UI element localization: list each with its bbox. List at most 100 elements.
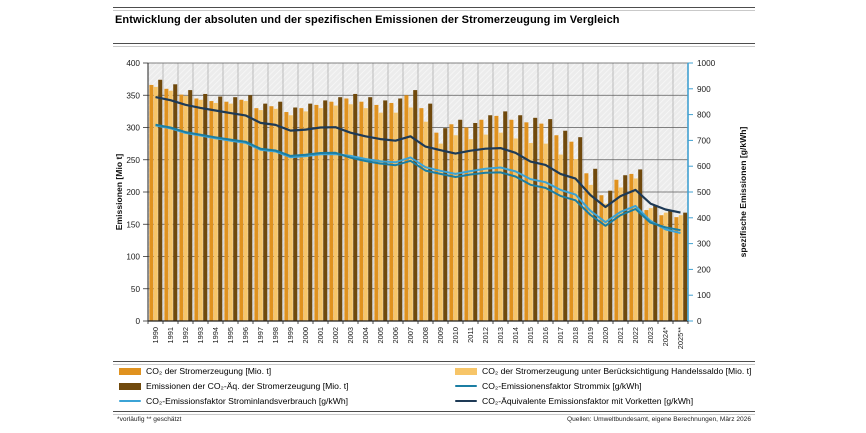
bar-2-year-1998	[278, 101, 283, 321]
bar-1-year-2025**	[678, 215, 683, 321]
bar-1-year-2023	[648, 208, 653, 321]
bar-2-year-2003	[353, 93, 358, 322]
line-swatch-icon	[455, 399, 477, 403]
x-axis-year-label: 2004	[361, 327, 370, 343]
bar-2-year-1999	[293, 107, 298, 321]
bar-2-year-2021	[623, 175, 628, 321]
bar-1-year-2010	[453, 135, 458, 321]
bar-0-year-2002	[329, 101, 334, 321]
right-axis-tick-label: 300	[697, 240, 711, 249]
legend-item-line-1: CO₂-Emissionsfaktor Strominlandsverbrauc…	[119, 396, 348, 406]
bar-2-year-2023	[653, 205, 658, 321]
bar-0-year-2025**	[674, 217, 679, 321]
bar-2-year-2010	[458, 119, 463, 321]
x-axis-year-label: 2009	[436, 327, 445, 343]
bar-2-year-2024*	[668, 210, 673, 321]
bar-2-year-1993	[203, 93, 208, 322]
line-series-0	[155, 123, 681, 232]
x-axis-year-label: 2011	[466, 327, 475, 343]
right-axis-tick-label: 500	[697, 188, 711, 197]
bar-2-year-2004	[368, 97, 373, 321]
x-axis-year-label: 2018	[571, 327, 580, 343]
right-axis-tick-label: 100	[697, 291, 711, 300]
right-axis-tick-label: 200	[697, 265, 711, 274]
x-axis-year-label: 2021	[616, 327, 625, 343]
bar-0-year-2001	[314, 104, 319, 321]
left-axis-tick-label: 400	[126, 59, 140, 68]
bar-0-year-2003	[344, 98, 349, 321]
x-axis-year-label: 2000	[301, 327, 310, 343]
x-axis-year-label: 2022	[631, 327, 640, 343]
bar-2-year-2012	[488, 115, 493, 322]
title-rule	[113, 43, 755, 47]
bar-0-year-1994	[209, 101, 214, 322]
bar-0-year-1991	[164, 88, 169, 321]
x-axis-year-label: 2025**	[676, 327, 685, 349]
bar-0-year-2015	[524, 122, 529, 321]
bar-2-year-2019	[593, 168, 598, 321]
emissions-combo-chart: 0 50 100 150 200 250 300 350 400 0 100 200 300 400 500…	[114, 59, 748, 349]
x-axis-year-label: 1997	[256, 327, 265, 343]
left-axis-tick-label: 50	[131, 285, 141, 294]
x-axis-year-label: 1993	[196, 327, 205, 343]
right-axis-tick-label: 400	[697, 214, 711, 223]
x-axis-year-label: 1995	[226, 327, 235, 343]
right-axis-tick-label: 1000	[697, 59, 716, 68]
legend-item-line-2: CO₂-Äquivalente Emissionsfaktor mit Vork…	[455, 396, 693, 406]
bar-1-year-2015	[528, 142, 533, 321]
bar-swatch-icon	[119, 382, 141, 390]
bar-0-year-1995	[224, 101, 229, 321]
legend-label: Emissionen der CO₂-Äq. der Stromerzeugun…	[146, 381, 349, 391]
bar-0-year-1993	[194, 98, 199, 321]
x-axis-year-label: 2020	[601, 327, 610, 343]
bar-0-year-2011	[464, 127, 469, 321]
chart-card: Entwicklung der absoluten und der spezif…	[113, 0, 755, 433]
bar-1-year-1997	[258, 110, 263, 322]
line-swatch-icon	[119, 399, 141, 403]
legend-label: CO₂-Emissionsfaktor Strominlandsverbrauc…	[146, 396, 349, 406]
bar-2-year-2013	[503, 111, 508, 321]
x-axis-year-label: 2014	[511, 327, 520, 343]
bar-2-year-1990	[158, 79, 163, 321]
bar-1-year-2001	[318, 108, 323, 322]
legend-label: CO₂-Emissionensfaktor Strommix [g/kWh]	[482, 381, 642, 391]
left-axis-title: Emissionen [Mio t]	[114, 154, 124, 231]
x-axis-year-label: 2019	[586, 327, 595, 343]
bar-1-year-1992	[183, 95, 188, 321]
bar-1-year-2012	[483, 134, 488, 321]
left-axis-tick-label: 300	[126, 124, 140, 133]
bar-2-year-2008	[428, 103, 433, 321]
legend-separator	[113, 361, 755, 365]
bar-1-year-2004	[363, 108, 368, 322]
x-axis-year-label: 2008	[421, 327, 430, 343]
x-axis-year-label: 2007	[406, 327, 415, 343]
footnote-source: Quellen: Umweltbundesamt, eigene Berechn…	[566, 416, 751, 423]
bar-1-year-2022	[633, 178, 638, 321]
x-axis-year-label: 2016	[541, 327, 550, 343]
legend-label: CO₂ der Stromerzeugung unter Berücksicht…	[482, 366, 752, 376]
bar-0-year-2005	[374, 104, 379, 321]
line-series-2	[155, 96, 681, 214]
bar-1-year-2006	[393, 112, 398, 321]
legend-label: CO₂ der Stromerzeugung [Mio. t]	[146, 366, 272, 376]
right-axis-tick-label: 700	[697, 136, 711, 145]
bar-1-year-2019	[588, 184, 593, 321]
bar-2-year-1995	[233, 97, 238, 321]
bar-0-year-2023	[644, 210, 649, 321]
bar-0-year-1996	[239, 99, 244, 321]
bar-2-year-2002	[338, 97, 343, 321]
x-axis-year-label: 2006	[391, 327, 400, 343]
bar-2-year-2015	[533, 117, 538, 321]
bar-1-year-1996	[243, 101, 248, 322]
bar-2-year-2014	[518, 115, 523, 322]
bar-0-year-2019	[584, 173, 589, 321]
bar-2-year-2001	[323, 100, 328, 321]
left-axis-tick-label: 150	[126, 220, 140, 229]
left-axis-tick-label: 350	[126, 91, 140, 100]
bar-0-year-2000	[299, 108, 304, 322]
line-series-1	[155, 124, 681, 234]
bar-1-year-2016	[543, 143, 548, 321]
footnote-row: *vorläufig ** geschätzt Quellen: Umweltb…	[117, 416, 751, 423]
x-axis-year-label: 2001	[316, 327, 325, 343]
